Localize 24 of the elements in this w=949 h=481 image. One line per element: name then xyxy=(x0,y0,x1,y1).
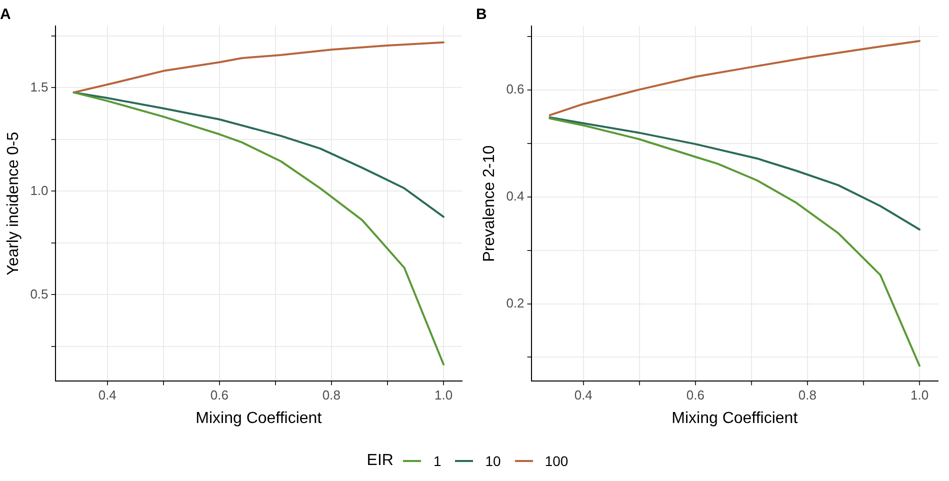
y-tick-label: 0.5 xyxy=(30,286,48,302)
legend-label: 1 xyxy=(433,453,442,469)
x-tick-label: 1.0 xyxy=(434,388,453,403)
y-tick-label: 0.6 xyxy=(506,82,524,97)
y-tick-label: 0.2 xyxy=(506,295,524,310)
y-tick-label: 0.4 xyxy=(506,188,524,204)
x-tick-label: 0.8 xyxy=(798,388,817,403)
chart-title: A xyxy=(0,6,11,24)
x-axis-title: Mixing Coefficient xyxy=(672,410,798,427)
y-axis-title: Yearly incidence 0-5 xyxy=(5,132,22,276)
x-tick-label: 0.4 xyxy=(574,388,592,403)
y-axis-title: Prevalence 2-10 xyxy=(481,145,498,262)
y-tick-label: 1.5 xyxy=(30,79,48,94)
x-tick-label: 0.6 xyxy=(686,388,704,403)
legend-label: 100 xyxy=(544,453,568,469)
x-axis-title: Mixing Coefficient xyxy=(196,410,322,427)
legend-label: 10 xyxy=(485,453,501,469)
y-tick-label: 1.0 xyxy=(30,182,48,198)
chart-title: B xyxy=(476,6,487,24)
x-tick-label: 0.4 xyxy=(98,388,116,403)
x-tick-label: 0.8 xyxy=(322,388,341,403)
legend-title: EIR xyxy=(366,452,394,470)
x-tick-label: 1.0 xyxy=(910,388,929,403)
x-tick-label: 0.6 xyxy=(210,388,228,403)
